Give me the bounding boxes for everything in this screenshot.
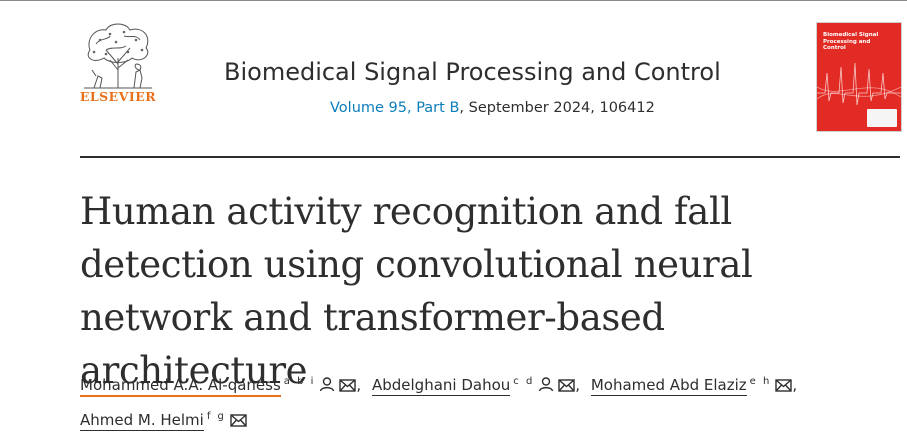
publisher-logo[interactable] xyxy=(80,20,156,110)
author-name-link[interactable]: Ahmed M. Helmi xyxy=(80,411,204,431)
article-title: Human activity recognition and fall dete… xyxy=(80,190,753,392)
cover-title: Biomedical Signal Processing and Control xyxy=(823,32,879,51)
author-2: Abdelghani Dahou c d, xyxy=(371,367,586,402)
cover-waveform-icon xyxy=(817,62,901,106)
author-list: Mohammed A.A. Al-qaness a b i, Abdelghani… xyxy=(80,367,900,437)
tree-logo-icon xyxy=(84,23,152,89)
affiliation-refs[interactable]: a b i xyxy=(283,376,316,387)
mail-icon[interactable] xyxy=(775,372,793,402)
cover-badge xyxy=(867,109,897,127)
volume-link[interactable]: Volume 95, Part B xyxy=(330,100,460,116)
author-3: Mohamed Abd Elaziz e h, xyxy=(590,367,803,402)
person-icon[interactable] xyxy=(538,372,554,402)
top-rule xyxy=(0,0,907,1)
issue-info: , September 2024, 106412 xyxy=(459,100,655,116)
mail-icon[interactable] xyxy=(230,407,247,437)
person-icon[interactable] xyxy=(319,372,335,402)
affiliation-refs[interactable]: c d xyxy=(513,376,535,387)
header-divider xyxy=(80,156,900,158)
author-name-link[interactable]: Mohammed A.A. Al-qaness xyxy=(80,376,281,397)
author-name-link[interactable]: Mohamed Abd Elaziz xyxy=(590,376,747,396)
journal-reference: Volume 95, Part B, September 2024, 10641… xyxy=(330,100,655,116)
author-1: Mohammed A.A. Al-qaness a b i, xyxy=(80,367,367,402)
affiliation-refs[interactable]: f g xyxy=(206,411,226,422)
author-4: Ahmed M. Helmi f g xyxy=(80,402,247,437)
affiliation-refs[interactable]: e h xyxy=(749,376,772,387)
journal-cover-thumbnail[interactable]: Biomedical Signal Processing and Control xyxy=(817,23,901,131)
journal-title[interactable]: Biomedical Signal Processing and Control xyxy=(224,58,721,86)
publisher-wordmark[interactable]: ELSEVIER xyxy=(79,89,157,104)
author-name-link[interactable]: Abdelghani Dahou xyxy=(371,376,511,396)
mail-icon[interactable] xyxy=(558,372,575,402)
mail-icon[interactable] xyxy=(339,372,357,402)
